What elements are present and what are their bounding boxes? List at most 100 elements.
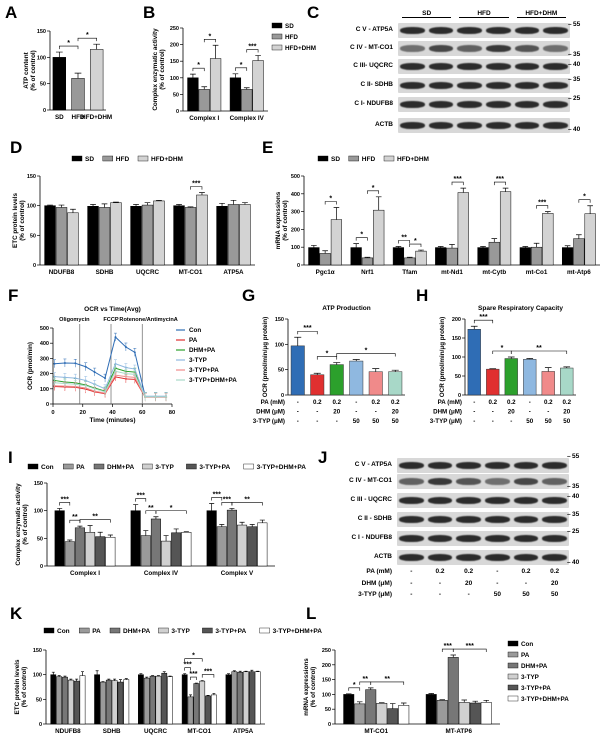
chart-k-legend-label: PA [92,628,101,635]
chart-i-significance-bracket [59,502,71,506]
chart-i-error-bar [143,530,149,536]
chart-b-legend-item: HFD+DHM [271,44,316,52]
chart-k-y-axis-label: (% of control) [21,667,28,708]
legend-swatch [507,640,519,647]
panel-label-f: F [8,286,19,305]
chart-e-bar [350,247,362,266]
chart-f-error-bar [103,387,107,396]
chart-k-legend-item: 3-TYP+DHM+PA [259,627,322,635]
blot-j-band [427,497,453,504]
chart-l-y-axis-label: (% of control) [310,667,317,708]
chart-g-treatment-value: 50 [372,418,379,425]
blot-j-band [427,554,453,561]
blot-j-band-row [397,550,569,565]
chart-b-legend-label: HFD+DHM [285,45,316,52]
chart-l-legend-item: PA [507,651,530,659]
chart-k-error-bar [69,678,73,681]
chart-f-error-bar [84,381,88,390]
blot-j-band [427,462,453,469]
blot-c-band [514,27,540,34]
chart-k-error-bar [212,693,216,695]
chart-k-legend-item: 3-TYP [158,627,190,635]
blot-j-band [399,462,424,469]
chart-e-legend-label: HFD+DHM [397,156,429,163]
chart-g-title: ATP Production [322,305,371,312]
chart-g-error-bar [391,369,399,372]
blot-j-band-row [397,474,569,489]
chart-g-y-tick-label: 50 [278,368,284,374]
blot-j-band [513,497,539,504]
chart-h-error-bar [526,358,534,360]
chart-d-error-bar [133,204,139,207]
chart-e-bar [530,246,543,266]
chart-f-legend-item: PA [176,337,198,344]
chart-h-treatment-value: 0.2 [544,399,553,406]
blot-c-size-marker: 55 [573,21,581,28]
chart-i-legend-label: 3-TYP+PA [199,464,230,471]
chart-i-x-tick-label: Complex I [70,570,100,577]
chart-f-legend-label: 3-TYP+DHM+PA [189,377,237,384]
chart-a-significance-bracket [59,45,79,50]
chart-d-significance-label: *** [192,181,200,188]
chart-e-bar [330,219,343,266]
blot-c-lane-group-label: HFD+DHM [516,10,566,18]
chart-e-error-bar [491,238,498,243]
chart-l-legend-item: DHM+PA [507,662,548,670]
chart-i-bar [95,536,106,567]
chart-f-error-bar [143,392,147,401]
chart-l-y-tick-label: 50 [325,707,331,713]
chart-e-x-tick-label: Nrf1 [361,269,374,276]
blot-j-row-label: C I - NDUFB8 [351,534,392,541]
chart-e-significance-label: ** [401,234,407,241]
legend-swatch [93,463,105,470]
panel-label-c: C [307,3,320,22]
chart-g-treatment-value: 0.2 [332,399,341,406]
chart-i-legend-item: 3-TYP+DHM+PA [243,463,306,471]
chart-d-bar [227,204,240,266]
legend-swatch [271,22,283,29]
blot-j-band [485,478,510,485]
chart-l-bar [436,700,448,725]
chart-a-significance-bracket [77,37,97,42]
chart-g-treatment-value: 50 [353,418,360,425]
chart-k-error-bar [57,675,61,677]
chart-f-error-bar [93,384,97,393]
chart-a-significance-label: * [67,40,70,47]
chart-h-y-tick-label: 0 [458,393,461,399]
blot-j-treatment-value: - [410,579,413,587]
blot-c-band [514,45,540,52]
legend-swatch [27,463,39,470]
chart-i-x-tick-label: Complex V [221,570,254,577]
chart-f-error-bar [164,392,168,401]
chart-k-y-tick-label: 0 [39,722,42,728]
chart-i-error-bar [229,508,235,511]
chart-k-bar [56,676,63,725]
blot-c-size-marker: 40 [573,61,581,68]
chart-i-significance-bracket [155,510,187,514]
chart-e-error-bar [533,242,540,248]
chart-k-bar [79,675,86,725]
blot-j-size-marker: 25 [572,528,580,535]
chart-e-significance-bracket [451,181,464,186]
chart-d-bar [110,202,122,266]
chart-g-treatment-value: 50 [392,418,399,425]
chart-k-bar [67,679,74,725]
blot-c-row-label: ACTB [374,121,393,128]
chart-b-bar [241,89,253,112]
chart-d-error-bar [113,201,119,203]
chart-i-legend-label: Con [41,464,54,471]
legend-swatch [78,627,90,634]
chart-b-significance-bracket [235,67,248,71]
chart-h-title: Spare Respiratory Capacity [478,305,563,312]
blot-c-band [457,82,482,89]
chart-i-legend-label: 3-TYP [155,464,174,471]
chart-e-significance-label: *** [538,200,546,207]
blot-j-band [513,516,539,523]
blot-j-treatment-value: - [524,579,528,587]
panel-label-d: D [10,138,23,157]
chart-l-y-tick-label: 250 [322,648,331,654]
chart-e-significance-bracket [324,201,337,205]
chart-e-error-bar [449,244,455,249]
chart-d-legend-item: HFD+DHM [137,155,183,163]
